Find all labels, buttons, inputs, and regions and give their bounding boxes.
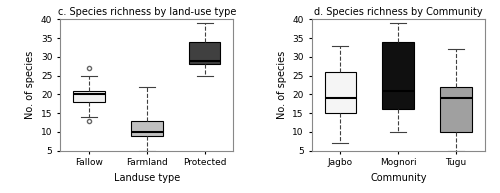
X-axis label: Community: Community (370, 173, 426, 183)
PathPatch shape (324, 72, 356, 113)
PathPatch shape (382, 42, 414, 109)
Y-axis label: No. of species: No. of species (277, 51, 287, 119)
PathPatch shape (131, 121, 162, 135)
Title: c. Species richness by land-use type: c. Species richness by land-use type (58, 7, 236, 17)
Y-axis label: No. of species: No. of species (26, 51, 36, 119)
PathPatch shape (73, 91, 105, 102)
Title: d. Species richness by Community: d. Species richness by Community (314, 7, 482, 17)
PathPatch shape (188, 42, 220, 64)
X-axis label: Landuse type: Landuse type (114, 173, 180, 183)
PathPatch shape (440, 87, 472, 132)
